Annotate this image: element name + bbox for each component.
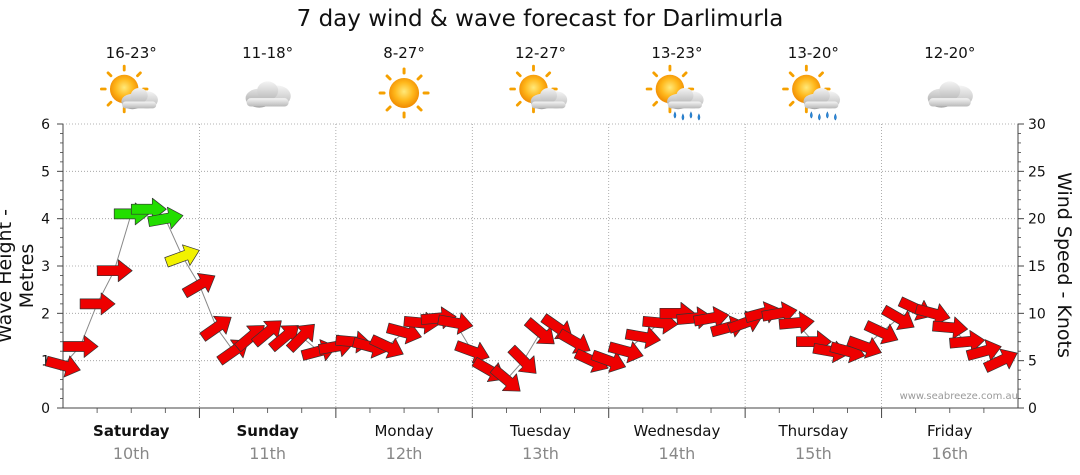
right-tick-label: 5: [1028, 354, 1037, 370]
right-tick-label: 15: [1028, 259, 1046, 275]
wind-arrow: [590, 349, 626, 373]
wind-arrow: [181, 273, 216, 299]
wind-arrow: [199, 315, 232, 342]
right-axis-title: Wind Speed - Knots: [1053, 172, 1075, 358]
day-name-label: Friday: [927, 422, 973, 440]
rain-drop: [697, 113, 701, 121]
day-date-label: 12th: [386, 444, 423, 463]
left-axis-title: Wave Height - Metres: [0, 209, 38, 343]
left-tick-label: 6: [41, 117, 50, 133]
wind-arrow: [369, 334, 404, 359]
wind-arrow: [624, 326, 661, 349]
wind-arrow: [778, 311, 815, 334]
wind-arrow: [44, 355, 81, 378]
cloud-icon: [245, 81, 291, 108]
wind-arrow: [863, 320, 899, 345]
day-temp-label: 12-27°: [515, 44, 566, 62]
day-date-label: 10th: [113, 444, 150, 463]
wind-arrow: [251, 320, 282, 348]
left-tick-label: 5: [41, 164, 50, 180]
day-name-label: Tuesday: [509, 422, 571, 440]
cloud-icon: [927, 81, 973, 108]
day-temp-label: 12-20°: [924, 44, 975, 62]
day-name-label: Monday: [374, 422, 433, 440]
left-tick-label: 0: [41, 401, 50, 417]
rain-drop: [834, 113, 837, 121]
sun-cloud-rain-icon: [782, 64, 841, 121]
right-tick-label: 30: [1028, 117, 1046, 133]
rain-drop: [673, 111, 677, 119]
watermark: www.seabreeze.com.au: [899, 391, 1018, 402]
left-tick-label: 4: [41, 212, 50, 228]
day-date-label: 15th: [795, 444, 832, 463]
sun-cloud-icon: [509, 64, 568, 114]
rain-drop: [826, 111, 829, 119]
left-tick-label: 1: [41, 354, 50, 370]
wind-arrow: [693, 306, 730, 329]
day-date-label: 13th: [522, 444, 559, 463]
rain-drop: [810, 111, 813, 119]
sun-icon: [378, 67, 430, 119]
wind-arrow: [949, 330, 986, 353]
wind-arrow: [932, 316, 969, 340]
right-tick-label: 0: [1028, 401, 1037, 417]
day-temp-label: 13-23°: [651, 44, 702, 62]
day-temp-label: 13-20°: [788, 44, 839, 62]
rain-drop: [818, 113, 821, 121]
day-date-label: 11th: [249, 444, 286, 463]
left-tick-label: 2: [41, 306, 50, 322]
rain-drop: [689, 111, 693, 119]
wind-arrow: [489, 364, 521, 392]
wind-arrow: [437, 312, 474, 335]
wind-arrow: [62, 335, 99, 358]
wind-arrow: [147, 206, 184, 230]
day-name-label: Sunday: [236, 422, 299, 440]
wind-arrow: [523, 317, 555, 345]
wind-arrow: [983, 348, 1018, 373]
right-tick-label: 20: [1028, 212, 1046, 228]
wind-arrow: [846, 335, 882, 359]
wind-arrow: [285, 323, 315, 353]
left-tick-label: 3: [41, 259, 50, 275]
wind-arrow: [164, 244, 200, 268]
wind-arrow: [507, 344, 537, 374]
day-temp-label: 16-23°: [106, 44, 157, 62]
day-name-label: Thursday: [777, 422, 848, 440]
wind-arrow: [607, 341, 644, 364]
wind-arrow: [386, 322, 422, 345]
wind-arrow: [761, 301, 798, 324]
rain-drop: [681, 113, 685, 121]
day-name-label: Saturday: [93, 422, 170, 440]
right-tick-label: 10: [1028, 306, 1046, 322]
sun-cloud-icon: [99, 64, 158, 114]
day-temp-label: 11-18°: [242, 44, 293, 62]
wind-arrow: [96, 259, 133, 283]
right-tick-label: 25: [1028, 164, 1046, 180]
wind-arrow: [268, 325, 299, 353]
chart-title: 7 day wind & wave forecast for Darlimurl…: [296, 6, 784, 32]
sun-cloud-rain-icon: [645, 64, 704, 121]
day-date-label: 16th: [931, 444, 968, 463]
wind-arrow: [881, 304, 915, 330]
wind-arrow: [79, 292, 116, 316]
day-temp-label: 8-27°: [383, 44, 425, 62]
wind-arrow: [965, 339, 1002, 362]
day-name-label: Wednesday: [634, 422, 721, 440]
day-date-label: 14th: [659, 444, 696, 463]
